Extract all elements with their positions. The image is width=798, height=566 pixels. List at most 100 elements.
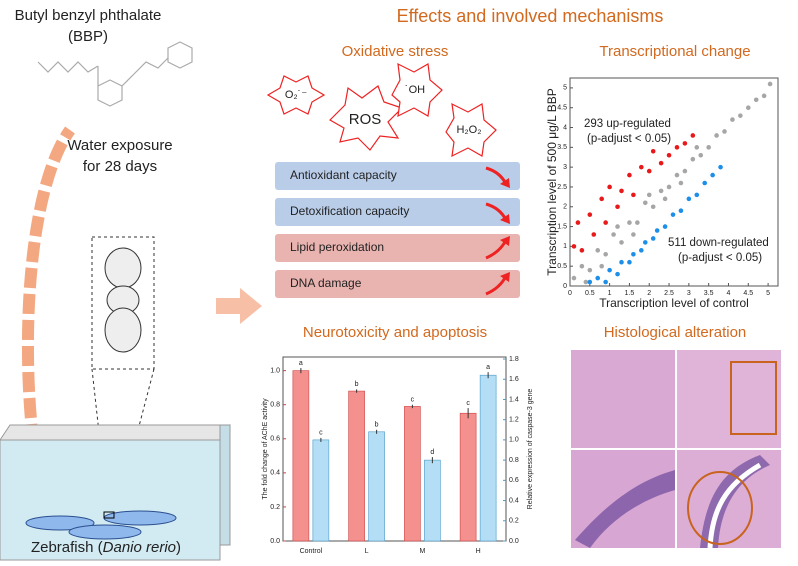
point: [587, 279, 593, 285]
point: [639, 248, 644, 253]
section-title: Transcriptional change: [599, 43, 750, 60]
compound-name: Butyl benzyl phthalate: [15, 7, 162, 24]
point: [627, 172, 632, 178]
y2-tick-label: 0.0: [509, 538, 519, 545]
x-tick-label: 0.5: [585, 290, 595, 297]
point: [603, 252, 608, 257]
item-label: Lipid peroxidation: [290, 240, 384, 254]
annotation: (p-adjust < 0.05): [587, 133, 671, 145]
item-box: [275, 198, 520, 226]
y2-tick-label: 0.6: [509, 477, 519, 484]
point: [615, 224, 620, 229]
point: [650, 204, 656, 210]
x-tick-label: 3: [687, 290, 691, 297]
point: [627, 220, 632, 225]
plot-frame: [282, 356, 507, 542]
point: [619, 188, 624, 194]
brain-box: [91, 236, 155, 370]
point: [678, 180, 684, 186]
item-box: [275, 270, 520, 298]
point: [611, 232, 616, 237]
histology-images: [571, 350, 781, 549]
point: [767, 81, 773, 87]
y-tick-label: 3.5: [557, 144, 567, 151]
item-box: [275, 234, 520, 262]
structure: [37, 41, 193, 107]
x-tick-label: 4: [727, 290, 731, 297]
point: [646, 192, 652, 198]
point: [579, 248, 585, 253]
fish: [25, 510, 177, 540]
compound-abbrev: (BBP): [68, 28, 108, 45]
annotation: 293 up-regulated: [584, 118, 671, 130]
x-tick-label: 5: [766, 290, 770, 297]
x-tick-label: 2.5: [664, 290, 674, 297]
y-tick-label: 0.6: [270, 436, 280, 443]
ros-species: H₂O₂: [456, 124, 481, 136]
y-axis-label: Transcription level of 500 μg/L BBP: [545, 88, 559, 275]
point: [619, 240, 624, 245]
point: [694, 192, 700, 198]
x-tick-label: 4.5: [743, 290, 753, 297]
point: [753, 97, 759, 103]
point: [631, 252, 636, 257]
point: [607, 267, 612, 273]
point: [599, 196, 604, 202]
point: [718, 164, 723, 170]
main-arrow: [216, 288, 262, 324]
bar: [348, 390, 365, 542]
bar: [424, 459, 441, 542]
y-tick-label: 2: [563, 204, 567, 211]
y-tick-label: 3: [563, 164, 567, 171]
significance-letter: c: [411, 397, 415, 404]
y-tick-label: 1.5: [557, 223, 567, 230]
point: [722, 129, 727, 134]
point: [635, 220, 640, 225]
y2-tick-label: 1.0: [509, 437, 519, 444]
point: [662, 196, 668, 202]
x-axis-label: Transcription level of control: [599, 296, 749, 310]
bar: [368, 431, 385, 542]
point: [619, 259, 624, 265]
x-tick-label: 2: [647, 290, 651, 297]
x-tick-label: L: [365, 548, 369, 555]
point: [674, 145, 680, 150]
trend-arrowhead: [500, 236, 510, 246]
point: [702, 180, 708, 186]
y-tick-label: 0.8: [270, 402, 280, 409]
bar: [479, 374, 497, 542]
point: [670, 212, 676, 217]
y2-tick-label: 1.2: [509, 417, 519, 424]
organism-close: ): [176, 539, 181, 556]
point: [650, 236, 656, 241]
section-title: Neurotoxicity and apoptosis: [303, 324, 487, 341]
point: [674, 172, 680, 178]
point: [591, 232, 597, 237]
exposure: Water exposure: [67, 137, 172, 154]
point: [690, 156, 696, 162]
organism: Zebrafish (Danio rerio): [31, 539, 181, 556]
point: [690, 133, 696, 138]
point: [666, 184, 672, 190]
y2-tick-label: 0.8: [509, 457, 519, 464]
organism-name: Zebrafish (: [31, 539, 103, 556]
x-tick-label: H: [476, 548, 481, 555]
item-label: Antioxidant capacity: [290, 168, 397, 182]
y-tick-label: 0.0: [270, 538, 280, 545]
point: [642, 240, 648, 245]
y-axis-label: The fold change of AChE activity: [262, 398, 269, 500]
point: [631, 232, 636, 237]
point: [710, 172, 715, 178]
point: [627, 259, 632, 265]
significance-letter: d: [430, 449, 434, 456]
point: [662, 224, 668, 229]
x-tick-label: 0: [568, 290, 572, 297]
point: [682, 168, 688, 174]
y2-tick-label: 0.4: [509, 497, 519, 504]
point: [694, 145, 700, 150]
duration: for 28 days: [83, 158, 157, 175]
bar: [404, 406, 421, 542]
ros-species: O₂˙⁻: [285, 89, 307, 101]
point: [642, 200, 648, 206]
